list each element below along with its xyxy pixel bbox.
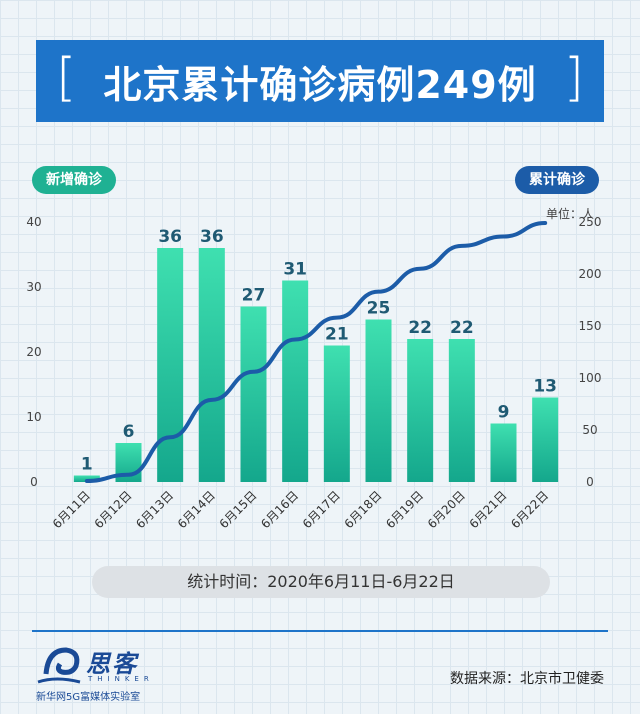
right-axis-tick-label: 100 (579, 371, 602, 385)
title-bracket-right: ] (563, 48, 584, 108)
bar (532, 397, 559, 482)
x-axis-label: 6月15日 (217, 488, 260, 531)
unit-label: 单位：人 (546, 207, 595, 221)
logo-organization: 新华网5G富媒体实验室 (36, 692, 141, 703)
left-axis: 0 10 20 30 40 (26, 215, 41, 489)
title-bracket-left: [ (56, 48, 77, 108)
legend-cumulative-badge: 累计确诊 (515, 166, 599, 194)
x-axis-label: 6月20日 (425, 488, 468, 531)
bar (73, 475, 100, 482)
x-axis-labels: 6月11日6月12日6月13日6月14日6月15日6月16日6月17日6月18日… (50, 488, 551, 531)
bar-value-label: 36 (200, 227, 224, 247)
legend-new-cases-badge: 新增确诊 (32, 166, 116, 194)
bar-value-label: 22 (450, 318, 474, 338)
footer-divider (32, 630, 608, 632)
x-axis-label: 6月18日 (342, 488, 385, 531)
x-axis-label: 6月12日 (92, 488, 135, 531)
bar (282, 280, 309, 482)
x-axis-label: 6月19日 (383, 488, 426, 531)
bar-value-label: 31 (283, 260, 307, 280)
x-axis-label: 6月11日 (50, 488, 93, 531)
bar-value-label: 21 (325, 325, 349, 345)
left-axis-tick-label: 20 (26, 345, 41, 359)
bar (198, 248, 225, 482)
bar-value-label: 27 (242, 286, 266, 306)
bar (448, 339, 475, 482)
x-axis-label: 6月13日 (133, 488, 176, 531)
logo-text: 思客 (86, 650, 138, 678)
bar-value-label: 25 (367, 299, 391, 319)
x-axis-label: 6月14日 (175, 488, 218, 531)
title-banner: [ 北京累计确诊病例249例 ] (36, 40, 604, 122)
left-axis-tick-label: 10 (26, 410, 41, 424)
thinker-logo: 思客 THINKER 新华网5G富媒体实验室 (36, 644, 176, 706)
bar-series (73, 248, 559, 482)
cumulative-line (84, 221, 548, 483)
right-axis-tick-label: 250 (579, 215, 602, 229)
line-series (84, 221, 548, 483)
page-title: 北京累计确诊病例249例 (103, 62, 537, 107)
bar (365, 319, 392, 482)
bar-value-label: 1 (81, 455, 93, 475)
bar-value-label: 9 (498, 403, 510, 423)
x-axis-label: 6月17日 (300, 488, 343, 531)
data-source: 数据来源：北京市卫健委 (450, 671, 604, 687)
bar-value-labels: 1 6 36 36 27 31 21 25 22 22 9 13 (81, 227, 557, 475)
bar (323, 345, 350, 482)
bar-value-label: 22 (408, 318, 432, 338)
bar-value-label: 36 (158, 227, 182, 247)
bar (157, 248, 184, 482)
right-axis-tick-label: 150 (579, 319, 602, 333)
stat-period: 统计时间：2020年6月11日-6月22日 (92, 566, 550, 598)
bar (240, 306, 267, 482)
right-axis-tick-label: 50 (582, 423, 597, 437)
left-axis-tick-label: 40 (26, 215, 41, 229)
right-axis: 0 50 100 150 200 250 (579, 215, 602, 489)
bar-value-label: 6 (123, 422, 135, 442)
x-axis-label: 6月21日 (467, 488, 510, 531)
bar (407, 339, 434, 482)
right-axis-tick-label: 200 (579, 267, 602, 281)
left-axis-tick-label: 0 (30, 475, 38, 489)
x-axis-label: 6月16日 (258, 488, 301, 531)
left-axis-tick-label: 30 (26, 280, 41, 294)
right-axis-tick-label: 0 (586, 475, 594, 489)
logo-subtext: THINKER (88, 675, 154, 683)
bar (490, 423, 517, 482)
x-axis-label: 6月22日 (508, 488, 551, 531)
bar-value-label: 13 (533, 377, 557, 397)
wave-logo-icon (37, 647, 81, 684)
